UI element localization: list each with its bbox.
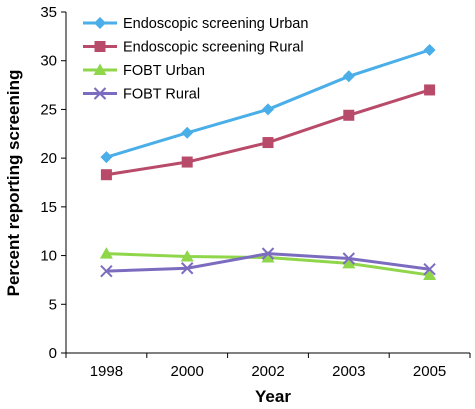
series-2 [100,84,436,181]
y-tick-label: 0 [49,345,57,362]
data-point-x [423,263,436,276]
data-point-square [343,109,355,121]
data-point-square [181,156,193,168]
legend-item: Endoscopic screening Urban [83,16,308,32]
x-mark-stroke [180,262,194,275]
x-mark-stroke [261,247,275,260]
series-4 [100,247,436,278]
data-point-x [100,264,113,278]
data-point-x [261,247,275,260]
y-axis-ticks: 0 5 10 15 20 25 30 35 [40,4,66,362]
data-point-triangle [342,256,356,269]
data-point-square [262,137,274,149]
x-mark-stroke [423,263,436,276]
x-tick-label: 2005 [413,363,446,380]
y-axis-title: Percent reporting screening [4,70,23,297]
legend-label: FOBT Urban [123,63,205,79]
y-tick-label: 25 [40,101,57,118]
y-tick-label: 5 [49,296,57,313]
x-mark-stroke [93,87,107,100]
x-tick-label: 1998 [90,363,123,380]
x-tick-label: 2002 [251,363,284,380]
data-point-square [424,84,436,96]
series-line [106,88,431,177]
y-tick-label: 20 [40,150,57,167]
x-mark-stroke [342,252,356,265]
legend-label: FOBT Rural [123,87,200,103]
series-3 [99,247,437,281]
series-1 [100,43,436,164]
data-point-triangle [99,247,113,259]
data-point-diamond [423,43,436,56]
legend: Endoscopic screening Urban Endoscopic scr… [83,16,308,103]
legend-item: FOBT Urban [83,63,205,79]
y-tick-label: 10 [40,248,57,265]
data-point-x [93,87,107,100]
legend-label: Endoscopic screening Rural [123,40,304,56]
data-point-diamond [342,70,355,83]
axes [65,12,470,354]
data-point-triangle [423,268,437,281]
data-point-square [100,169,112,181]
data-point-diamond [262,103,274,116]
legend-item: Endoscopic screening Rural [83,40,304,56]
legend-item: FOBT Rural [83,87,200,103]
data-point-x [342,252,356,265]
data-point-diamond [181,126,194,139]
series-layer [99,43,437,281]
data-point-x [180,262,194,275]
y-tick-label: 15 [40,199,57,216]
data-point-triangle [261,251,275,263]
x-tick-label: 2000 [171,363,204,380]
data-point-triangle [93,63,107,75]
x-axis-title: Year [255,387,291,406]
data-point-diamond [94,17,106,29]
data-point-triangle [180,250,194,262]
data-point-square [94,41,106,52]
y-tick-label: 30 [40,53,57,70]
data-point-diamond [100,151,113,164]
x-tick-label: 2003 [332,363,365,380]
y-tick-label: 35 [40,4,57,21]
x-axis-ticks: 1998 2000 2002 2003 2005 [65,353,471,380]
x-mark-stroke [100,264,113,278]
legend-label: Endoscopic screening Urban [123,16,308,32]
